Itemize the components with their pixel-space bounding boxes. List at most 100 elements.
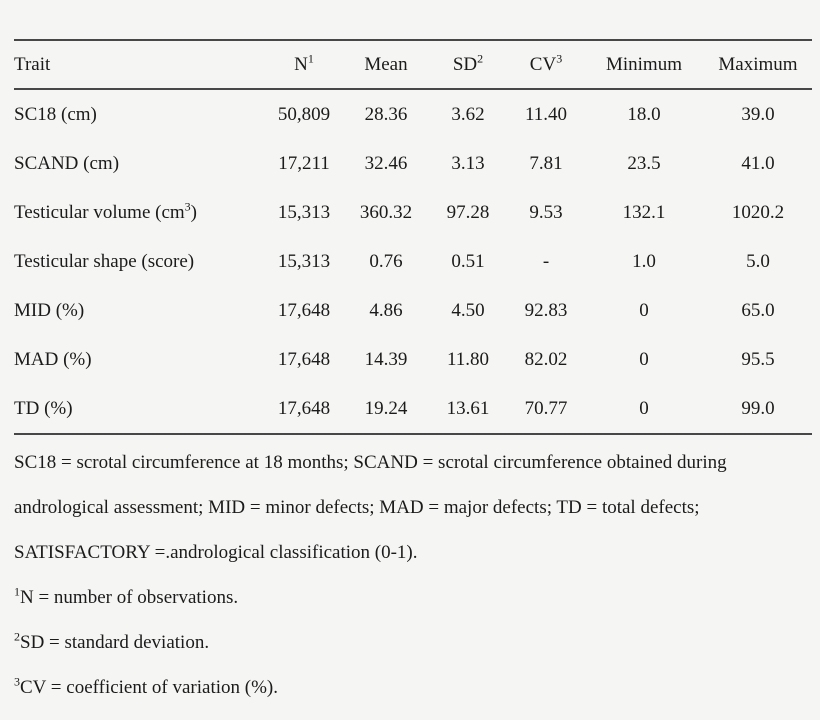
cv-cell: 70.77 [508,384,584,435]
trait-cell: Testicular shape (score) [14,237,264,286]
footnote-text: andrological assessment; MID = minor def… [14,497,700,518]
table-row-scand: SCAND (cm) 17,211 32.46 3.13 7.81 23.5 4… [14,139,812,188]
footnote-text: CV = coefficient of variation (%). [20,677,278,698]
trait-cell: SCAND (cm) [14,139,264,188]
col-header-cv: CV3 [508,39,584,90]
trait-label: Testicular shape (score) [14,250,195,272]
sd-cell: 11.80 [446,348,490,370]
trait-label: Testicular volume (cm [14,201,185,223]
col-header-maximum: Maximum [704,39,812,90]
footnote-marker: 2 [14,629,20,644]
trait-label: SCAND (cm) [14,152,120,174]
max-cell: 39.0 [741,103,775,125]
mean-cell: 28.36 [364,103,408,125]
col-header-sd: SD2 [428,39,508,90]
cv-cell: 82.02 [524,348,568,370]
trait-cell: MID (%) [14,286,264,335]
mean-cell: 0.76 [369,250,403,272]
footnote-line-satisfactory: SATISFACTORY =.andrological classificati… [14,530,812,575]
table-row-testicular-volume: Testicular volume (cm3) 15,313 360.32 97… [14,188,812,237]
max-cell: 1020.2 [731,201,785,223]
col-header-label: Mean [364,53,408,75]
n-cell: 17,648 [264,384,344,435]
n-cell: 17,648 [277,348,331,370]
footnote-text: SC18 = scrotal circumference at 18 month… [14,452,727,473]
sd-cell: 97.28 [446,201,490,223]
min-cell: 0 [639,299,649,321]
cv-cell: 9.53 [529,201,563,223]
cv-cell: 7.81 [529,152,563,174]
sd-cell: 4.50 [451,299,485,321]
max-cell: 99.0 [704,384,812,435]
trait-cell: Testicular volume (cm3) [14,188,264,237]
max-cell: 95.5 [741,348,775,370]
mean-cell: 360.32 [359,201,413,223]
min-cell: 1.0 [632,250,656,272]
sd-cell: 3.62 [451,103,485,125]
footnote-line-sd: 2SD = standard deviation. [14,620,812,665]
min-cell: 132.1 [622,201,666,223]
trait-cell: MAD (%) [14,335,264,384]
trait-label: TD (%) [14,397,73,419]
footnote-line-abbreviations-1: SC18 = scrotal circumference at 18 month… [14,440,812,485]
table-row-mid: MID (%) 17,648 4.86 4.50 92.83 0 65.0 [14,286,812,335]
cv-cell: 11.40 [524,103,568,125]
mean-cell: 14.39 [364,348,408,370]
table-row-mad: MAD (%) 17,648 14.39 11.80 82.02 0 95.5 [14,335,812,384]
col-header-label: CV [529,53,557,75]
col-header-minimum: Minimum [584,39,704,90]
col-header-trait: Trait [14,39,264,90]
col-header-label: Maximum [718,53,798,75]
col-header-label: Trait [14,53,51,75]
min-cell: 0 [639,348,649,370]
col-header-sup: 2 [477,51,484,66]
footnote-marker: 3 [14,674,20,689]
min-cell: 18.0 [627,103,661,125]
col-header-sup: 1 [307,51,314,66]
col-header-mean: Mean [344,39,428,90]
trait-cell: SC18 (cm) [14,89,264,139]
min-cell: 23.5 [627,152,661,174]
footnote-marker: 1 [14,584,20,599]
max-cell: 5.0 [746,250,770,272]
footnote-text: SATISFACTORY =.andrological classificati… [14,542,418,563]
footnote-line-abbreviations-2: andrological assessment; MID = minor def… [14,485,812,530]
table-header-row: Trait N1 Mean SD2 CV3 Minimum Maximum [14,39,812,90]
table-row-td: TD (%) 17,648 19.24 13.61 70.77 0 99.0 [14,384,812,435]
sd-cell: 3.13 [451,152,485,174]
col-header-label: N [294,53,308,75]
trait-label: SC18 (cm) [14,103,97,125]
trait-label: MAD (%) [14,348,92,370]
trait-label: MID (%) [14,299,85,321]
trait-sup: 3 [184,199,191,214]
table-row-sc18: SC18 (cm) 50,809 28.36 3.62 11.40 18.0 3… [14,89,812,139]
table-row-testicular-shape: Testicular shape (score) 15,313 0.76 0.5… [14,237,812,286]
col-header-sup: 3 [556,51,563,66]
col-header-label: Minimum [605,53,682,75]
mean-cell: 4.86 [369,299,403,321]
max-cell: 41.0 [741,152,775,174]
descriptive-stats-table: Trait N1 Mean SD2 CV3 Minimum Maximum SC… [14,39,812,435]
n-cell: 15,313 [277,201,331,223]
footnotes: SC18 = scrotal circumference at 18 month… [14,440,812,710]
col-header-n: N1 [264,39,344,90]
trait-cell: TD (%) [14,384,264,435]
trait-label-end: ) [190,201,197,223]
footnote-text: SD = standard deviation. [20,632,210,653]
cv-cell: - [542,250,550,272]
n-cell: 17,211 [278,152,330,174]
cv-cell: 92.83 [524,299,568,321]
min-cell: 0 [584,384,704,435]
sd-cell: 0.51 [451,250,485,272]
n-cell: 50,809 [277,103,331,125]
n-cell: 15,313 [277,250,331,272]
mean-cell: 19.24 [344,384,428,435]
mean-cell: 32.46 [364,152,408,174]
sd-cell: 13.61 [428,384,508,435]
footnote-text: N = number of observations. [20,587,239,608]
footnote-line-cv: 3CV = coefficient of variation (%). [14,665,812,710]
max-cell: 65.0 [741,299,775,321]
footnote-line-n: 1N = number of observations. [14,575,812,620]
col-header-label: SD [452,53,478,75]
